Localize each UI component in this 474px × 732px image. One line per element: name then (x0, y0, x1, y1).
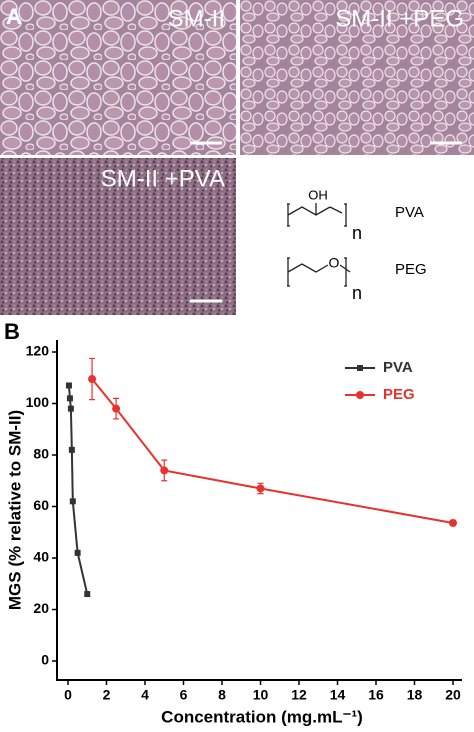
structure-label: n (352, 223, 362, 243)
image-label: SM-II (168, 5, 225, 32)
y-tick-label: 20 (33, 600, 49, 616)
point (67, 405, 74, 412)
point (112, 404, 121, 413)
x-tick-label: 20 (445, 687, 461, 703)
y-tick-label: 80 (33, 446, 49, 462)
x-tick-label: 0 (64, 687, 72, 703)
point (256, 484, 265, 493)
x-tick-label: 2 (103, 687, 111, 703)
x-tick-label: 6 (180, 687, 188, 703)
x-tick-label: 12 (291, 687, 307, 703)
panel-label: B (4, 319, 20, 344)
structure (287, 203, 351, 287)
point (88, 375, 97, 384)
y-tick-label: 40 (33, 549, 49, 565)
point (449, 518, 457, 527)
x-tick-label: 14 (330, 687, 346, 703)
series-line (67, 385, 89, 595)
panel-label: A (6, 4, 22, 29)
point (65, 382, 72, 389)
legend-label: PEG (383, 386, 415, 403)
structure-label: O (329, 255, 340, 271)
x-tick-label: 18 (407, 687, 423, 703)
legend-label: PVA (383, 359, 413, 376)
micrograph (240, 0, 474, 155)
point (69, 498, 76, 505)
micrograph (0, 158, 236, 315)
image-label: SM-II +PVA (101, 165, 225, 192)
micrograph (0, 0, 236, 155)
y-tick-label: 100 (26, 394, 50, 410)
structure-label: PVA (395, 204, 424, 221)
x-axis-title: Concentration (mg.mL⁻¹) (161, 707, 363, 726)
point (68, 446, 75, 453)
point (160, 466, 169, 475)
point (74, 549, 81, 556)
x-tick-label: 10 (253, 687, 269, 703)
x-tick-label: 8 (218, 687, 226, 703)
y-axis-title: MGS (% relative to SM-II) (5, 410, 24, 610)
point (66, 395, 73, 402)
legend-marker (357, 365, 363, 371)
x-tick-label: 4 (141, 687, 149, 703)
y-tick-label: 60 (33, 497, 49, 513)
x-tick-label: 16 (368, 687, 384, 703)
structure-label: PEG (395, 261, 427, 278)
point (84, 591, 91, 598)
legend-marker (356, 391, 364, 399)
structure-label: OH (308, 187, 328, 202)
image-label: SM-II +PEG (335, 5, 464, 32)
y-tick-label: 120 (26, 343, 50, 359)
structure-label: n (352, 283, 362, 303)
y-tick-label: 0 (41, 652, 49, 668)
